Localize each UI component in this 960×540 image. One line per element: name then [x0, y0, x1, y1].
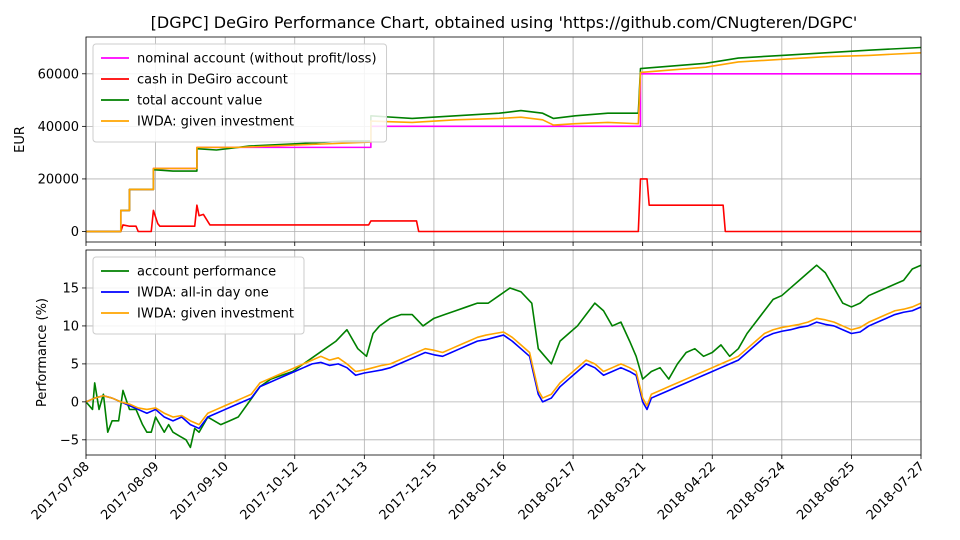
- chart-title: [DGPC] DeGiro Performance Chart, obtaine…: [151, 13, 858, 32]
- x-tick-label: 2018-02-17: [516, 459, 580, 523]
- plot-frame: [85, 36, 922, 243]
- y-tick-label: 5: [71, 357, 79, 372]
- legend-label: total account value: [137, 94, 262, 109]
- plot-frame: [85, 249, 922, 456]
- x-tick-label: 2018-03-21: [585, 459, 649, 523]
- legend-label: nominal account (without profit/loss): [137, 52, 377, 67]
- x-tick-label: 2017-07-08: [29, 459, 93, 523]
- legend-label: cash in DeGiro account: [137, 73, 288, 88]
- y-tick-label: 20000: [38, 172, 79, 187]
- x-tick-label: 2017-09-10: [168, 459, 232, 523]
- y-tick-label: 10: [62, 319, 79, 334]
- y-tick-label: 40000: [38, 120, 79, 135]
- x-tick-label: 2018-01-16: [446, 459, 510, 523]
- x-tick-label: 2017-08-09: [98, 459, 162, 523]
- top-panel: 0 20000 40000 60000 EUR nominal account (with…: [13, 36, 922, 246]
- legend-label: account performance: [137, 265, 276, 280]
- series-line: [86, 302, 921, 426]
- legend: nominal account (without profit/loss) cas…: [92, 43, 388, 143]
- x-tick-label: 2017-11-13: [307, 459, 371, 523]
- y-tick-label: 0: [71, 225, 79, 240]
- x-tick-label: 2018-06-25: [794, 459, 858, 523]
- legend-box: [92, 43, 388, 143]
- y-axis-label: Performance (%): [35, 298, 50, 407]
- series-line: [86, 178, 921, 233]
- legend-label: IWDA: given investment: [137, 307, 294, 322]
- x-tick-label: 2018-05-24: [725, 459, 789, 523]
- x-tick-label: 2018-04-22: [655, 459, 719, 523]
- y-tick-label: 60000: [38, 67, 79, 82]
- x-tick-label: 2018-07-27: [864, 459, 928, 523]
- x-axis: 2017-07-08 2017-08-09 2017-09-10 2017-10-12…: [29, 459, 928, 523]
- series-line: [86, 51, 921, 233]
- series-line: [86, 306, 921, 430]
- y-tick-label: 15: [62, 281, 79, 296]
- y-tick-label: −5: [60, 433, 79, 448]
- series-line: [86, 264, 921, 449]
- legend-label: IWDA: given investment: [137, 115, 294, 130]
- legend-box: [92, 256, 305, 335]
- legend: account performance IWDA: all-in day one I…: [92, 256, 305, 335]
- x-tick-label: 2017-10-12: [238, 459, 302, 523]
- x-tick-label: 2017-12-15: [377, 459, 441, 523]
- bottom-panel: −5 0 5 10 15 Performance (%) account performan…: [35, 249, 922, 459]
- legend-label: IWDA: all-in day one: [137, 286, 269, 301]
- y-axis-label: EUR: [13, 126, 28, 153]
- y-tick-label: 0: [71, 395, 79, 410]
